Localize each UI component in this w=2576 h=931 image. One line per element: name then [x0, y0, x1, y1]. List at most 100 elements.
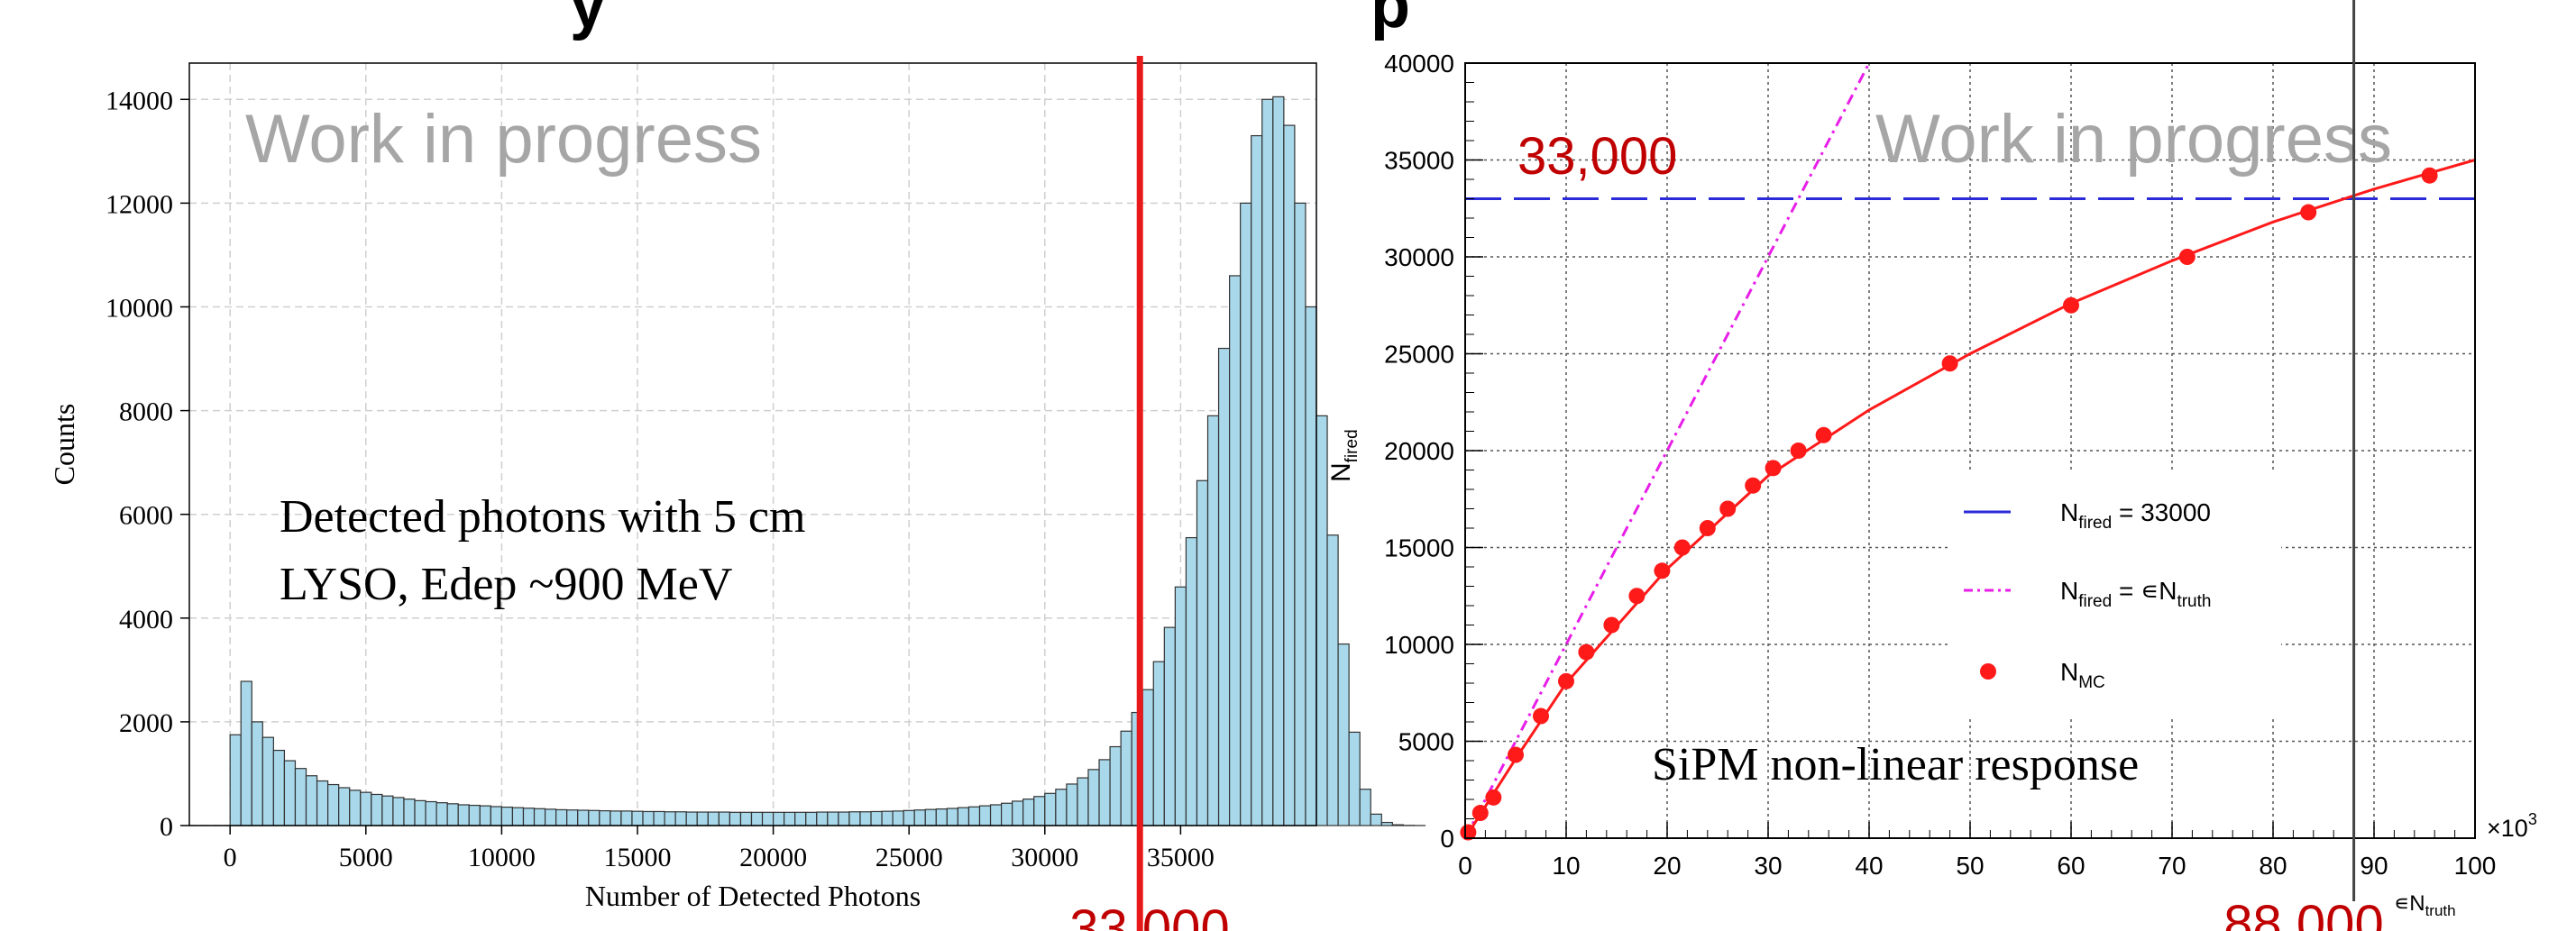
- left-y-tick-label: 2000: [119, 708, 173, 738]
- mc-point: [1533, 707, 1549, 725]
- mc-point: [1699, 520, 1716, 536]
- mc-point: [1719, 500, 1737, 517]
- left-y-tick-label: 10000: [105, 293, 173, 323]
- histogram-bar: [511, 807, 525, 826]
- legend-label-hline: Nfired = 33000: [2060, 498, 2211, 533]
- histogram-bar: [490, 806, 502, 826]
- histogram-bar: [1370, 813, 1382, 826]
- right-x-tick-labels: 0 10 20 30 40 50 60 70 80 90 100: [1458, 852, 2496, 880]
- legend-box: [1948, 473, 2281, 717]
- right-y-tick-label: 35000: [1384, 147, 1454, 175]
- right-y-tick-label: 20000: [1384, 437, 1454, 465]
- mc-point: [1745, 477, 1762, 494]
- mc-point: [1941, 355, 1958, 372]
- histogram-bar: [1251, 134, 1263, 826]
- mc-point: [1673, 539, 1691, 556]
- right-y-tick-labels: 0 5000 10000 15000 20000 25000 30000 35000 40000: [1384, 50, 1454, 853]
- histogram-bar: [305, 775, 318, 826]
- histogram-bar: [1348, 731, 1361, 826]
- right-legend: Nfired = 33000 Nfired = ∊Ntruth NMC: [1948, 473, 2281, 717]
- histogram-bar: [838, 811, 850, 826]
- histogram-bars: [229, 96, 1426, 826]
- histogram-bar: [870, 810, 883, 826]
- histogram-bar: [479, 805, 491, 826]
- left-x-tick-label: 5000: [339, 843, 393, 872]
- mc-point: [1765, 460, 1782, 477]
- left-plot-frame: [188, 62, 1317, 826]
- right-y-tick-label: 5000: [1398, 728, 1454, 756]
- left-plot-background: [189, 63, 1316, 826]
- histogram-bar: [674, 811, 687, 826]
- left-y-tick-label: 6000: [119, 501, 173, 531]
- histogram-bar: [1012, 800, 1024, 826]
- series-fit-curve: [1463, 159, 2476, 839]
- right-x-tick-label: 60: [2057, 852, 2085, 880]
- mc-point: [1508, 746, 1524, 763]
- histogram-bar: [750, 811, 764, 826]
- histogram-bar: [1283, 124, 1296, 826]
- mc-point: [1471, 805, 1489, 822]
- left-y-tick-labels: 0 2000 4000 6000 8000 10000 12000 14000: [105, 86, 173, 842]
- left-x-tick-label: 0: [224, 843, 237, 872]
- right-y-axis-label: Nfired: [1326, 429, 1361, 482]
- right-x-tick-label: 0: [1458, 852, 1472, 880]
- left-annotation-line-1: Detected photons with 5 cm: [280, 491, 805, 543]
- left-axes: [180, 62, 1317, 835]
- slide-title-fragment-left: y: [570, 0, 606, 41]
- histogram-bar: [555, 808, 568, 826]
- histogram-bar: [1326, 534, 1339, 826]
- histogram-bar: [892, 810, 904, 826]
- histogram-bar: [729, 811, 742, 826]
- right-x-tick-label: 100: [2454, 852, 2497, 880]
- right-marker-label-x: 88,000: [2223, 895, 2383, 931]
- histogram-bar: [784, 811, 796, 826]
- histogram-bar: [349, 790, 362, 826]
- histogram-bar: [696, 811, 709, 826]
- legend-swatch-mc: [1980, 663, 1996, 680]
- histogram-bar: [338, 787, 351, 826]
- histogram-bar: [707, 811, 720, 826]
- left-x-tick-label: 30000: [1011, 843, 1078, 872]
- slide-title-fragment-right: p: [1371, 0, 1410, 41]
- right-x-axis-label: ∊Ntruth: [2394, 891, 2456, 919]
- histogram-bar: [924, 808, 937, 826]
- histogram-bar: [1077, 777, 1089, 826]
- histogram-bar: [425, 800, 437, 826]
- left-x-tick-labels: 0 5000 10000 15000 20000 25000 30000 35000: [224, 843, 1215, 872]
- right-x-tick-label: 50: [1956, 852, 1984, 880]
- histogram-bar: [1229, 275, 1242, 826]
- mc-point: [1460, 824, 1477, 841]
- sipm-response-chart: 0 10 20 30 40 50 60 70 80 90 100 0 5000 10000 15000 20…: [1326, 0, 2537, 931]
- histogram-bar: [1305, 306, 1317, 826]
- histogram-bar: [913, 809, 926, 826]
- right-x-tick-label: 20: [1653, 852, 1681, 880]
- mc-point: [1790, 443, 1807, 459]
- histogram-bar: [457, 804, 470, 826]
- histogram-bar: [827, 811, 839, 826]
- histogram-chart: 0 5000 10000 15000 20000 25000 30000 35000 0 200…: [48, 56, 1426, 931]
- histogram-bar: [251, 721, 263, 826]
- histogram-bar: [1055, 789, 1068, 826]
- histogram-bar: [1337, 643, 1350, 826]
- mc-point: [2421, 167, 2438, 184]
- right-axes: [1464, 62, 2476, 839]
- histogram-bar: [1044, 792, 1057, 826]
- histogram-bar: [381, 795, 394, 826]
- left-y-tick-label: 0: [160, 812, 173, 842]
- mc-point: [2063, 297, 2079, 314]
- mc-point: [1485, 789, 1502, 806]
- histogram-bar: [588, 809, 600, 826]
- right-x-tick-label: 40: [1855, 852, 1883, 880]
- left-x-tick-label: 15000: [603, 843, 671, 872]
- right-x-tick-label: 70: [2158, 852, 2186, 880]
- histogram-bar: [1217, 347, 1231, 826]
- histogram-bar: [610, 810, 622, 826]
- left-x-tick-label: 25000: [875, 843, 943, 872]
- histogram-bar: [240, 680, 252, 826]
- left-y-tick-label: 8000: [119, 397, 173, 427]
- right-x-tick-label: 10: [1552, 852, 1580, 880]
- histogram-bar: [1022, 799, 1035, 826]
- mc-point: [2178, 249, 2196, 265]
- histogram-bar: [1001, 802, 1013, 826]
